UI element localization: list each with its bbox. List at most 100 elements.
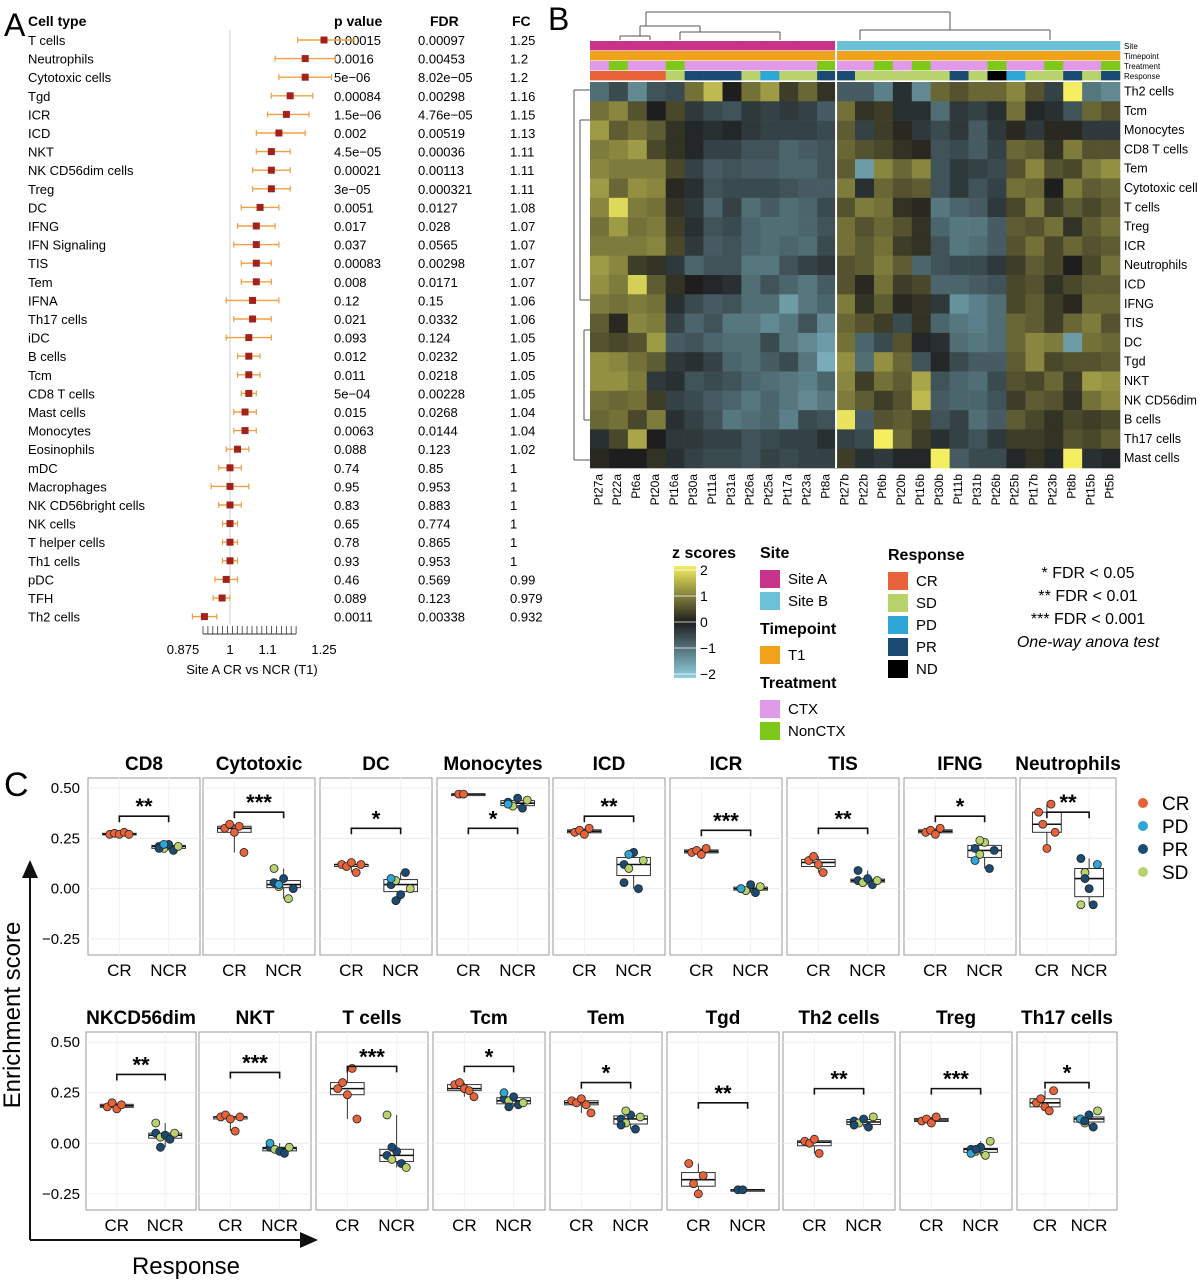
boxplot-panel-title: Neutrophils	[1015, 754, 1121, 775]
forest-point	[200, 613, 208, 621]
heatmap-cell	[1101, 332, 1121, 353]
boxplot-x-tick-label: CR	[107, 961, 132, 980]
heatmap-cell	[987, 139, 1007, 160]
boxplot-x-axis-title: Response	[132, 1253, 240, 1280]
heatmap-cell	[911, 236, 932, 256]
boxplot-x-tick-label: CR	[686, 1216, 711, 1235]
forest-row-p-value: 0.00084	[334, 89, 381, 104]
heatmap-cell	[836, 178, 856, 199]
heatmap-cell	[1082, 390, 1102, 411]
heatmap-cell	[873, 294, 894, 314]
annotation-cell	[722, 61, 742, 71]
boxplot-point	[405, 884, 415, 894]
boxplot-point	[1088, 1122, 1098, 1132]
heatmap-cell	[855, 217, 875, 237]
heatmap-cell	[798, 313, 818, 334]
heatmap-cell	[1044, 159, 1064, 179]
forest-row-p-value: 3e−05	[334, 182, 371, 197]
heatmap-cell	[873, 448, 894, 469]
boxplot-x-tick-label: CR	[105, 1216, 130, 1235]
forest-point	[252, 278, 260, 286]
forest-row-fdr: 0.0127	[418, 200, 458, 215]
heatmap-cell	[1101, 390, 1121, 411]
annotation-cell	[608, 61, 629, 71]
boxplot-point	[509, 1092, 519, 1102]
forest-x-tick-label: 1.1	[259, 642, 277, 657]
heatmap-cell	[987, 390, 1007, 411]
heatmap-cell	[722, 410, 742, 430]
forest-row-label: Tem	[28, 275, 53, 290]
heatmap-cell	[798, 275, 818, 295]
boxplot-x-tick-label: NCR	[732, 961, 769, 980]
heatmap-cell	[722, 101, 742, 121]
legend-label: T1	[788, 647, 806, 664]
boxplot-point	[634, 884, 643, 894]
heatmap-cell	[968, 294, 988, 314]
heatmap-cell	[722, 390, 742, 411]
heatmap-cell	[684, 294, 704, 314]
heatmap-cell	[741, 313, 761, 334]
forest-row-fc: 1.05	[510, 331, 535, 346]
heatmap-cell	[665, 332, 685, 353]
annotation-cell	[1082, 51, 1102, 61]
boxplot-point	[975, 850, 985, 859]
heatmap-cell	[779, 275, 799, 295]
boxplot-point	[751, 888, 760, 898]
annotation-cell	[760, 71, 780, 81]
heatmap-cell	[798, 410, 818, 430]
heatmap-cell	[911, 313, 932, 334]
forest-row-label: ICR	[28, 107, 50, 122]
heatmap-cell	[855, 255, 875, 276]
heatmap-cell	[873, 82, 894, 102]
boxplot-point	[859, 1114, 869, 1124]
heatmap-row-label: Treg	[1124, 220, 1149, 234]
boxplot-x-tick-label: NCR	[729, 1216, 766, 1235]
heatmap-cell	[798, 178, 818, 199]
heatmap-cell	[836, 120, 856, 141]
annotation-cell	[590, 41, 610, 51]
heatmap-cell	[703, 159, 723, 179]
forest-row-fc: 1.11	[510, 145, 534, 160]
forest-row-fdr: 0.0332	[418, 312, 458, 327]
annotation-cell	[949, 61, 969, 71]
annotation-cell	[608, 41, 629, 51]
heatmap-cell	[665, 275, 685, 295]
boxplot-point	[342, 1090, 352, 1100]
heatmap-cell	[817, 159, 837, 179]
heatmap-cell	[1101, 82, 1121, 102]
y-axis-arrowhead	[22, 860, 38, 878]
heatmap-column-label: Pt26b	[989, 474, 1003, 506]
boxplot-point	[279, 874, 289, 883]
annotation-cell	[873, 71, 894, 81]
forest-x-tick-label: 0.875	[167, 642, 200, 657]
heatmap-cell	[1063, 410, 1083, 430]
boxplot-point	[401, 1163, 411, 1172]
forest-row-fdr: 0.0565	[418, 238, 458, 253]
boxplot-point	[234, 821, 244, 831]
forest-row-fdr: 4.76e−05	[418, 107, 473, 122]
colorbar-tick-label: 2	[700, 562, 708, 578]
annotation-cell	[1006, 51, 1026, 61]
heatmap-cell	[855, 313, 875, 334]
heatmap-cell	[665, 82, 685, 102]
heatmap-cell	[1006, 159, 1026, 179]
heatmap-cell	[949, 448, 969, 469]
heatmap-cell	[760, 275, 780, 295]
forest-header-fdr: FDR	[430, 13, 459, 29]
annotation-cell	[741, 61, 761, 71]
forest-row-fc: 0.979	[510, 591, 543, 606]
boxplot-panel-frame	[87, 777, 201, 956]
annotation-cell	[590, 71, 610, 81]
boxplot-point	[1034, 807, 1044, 817]
annotation-row-label: Response	[1124, 72, 1161, 81]
heatmap-cell	[968, 178, 988, 199]
heatmap-cell	[892, 217, 913, 237]
boxplot-point	[989, 846, 999, 855]
heatmap-row-label: Tem	[1124, 162, 1148, 176]
forest-row-label: CD8 T cells	[28, 386, 95, 401]
heatmap-cell	[608, 448, 629, 469]
heatmap-cell	[1044, 178, 1064, 199]
annotation-cell	[1082, 71, 1102, 81]
boxplot-point	[638, 856, 648, 865]
